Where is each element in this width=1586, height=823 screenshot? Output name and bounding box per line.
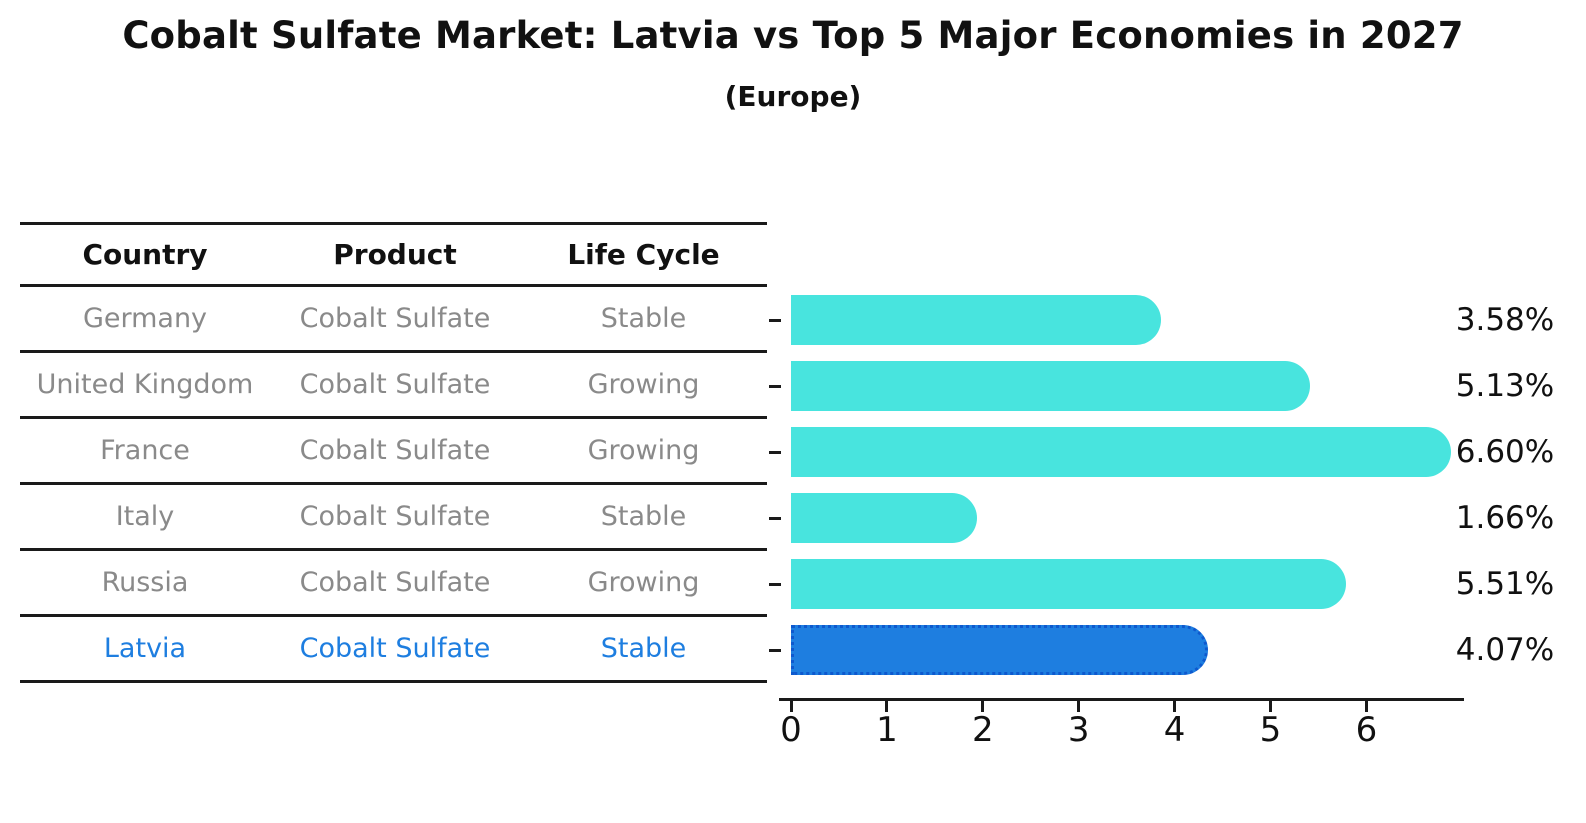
cell-product: Cobalt Sulfate [299,633,491,664]
cell-country: Russia [101,567,189,598]
y-axis-tick [769,516,781,520]
bar-germany [791,295,1161,345]
cell-life-cycle: Stable [600,501,687,532]
cell-country: Italy [115,501,175,532]
column-header-country: Country [82,238,208,271]
x-axis-tick-label: 6 [1355,710,1378,750]
x-axis-tick [1269,701,1272,712]
cell-product: Cobalt Sulfate [299,303,491,334]
x-axis-tick [981,701,985,712]
y-axis-tick [769,582,781,586]
x-axis-tick-label: 0 [780,710,802,750]
x-axis-tick [1077,701,1081,712]
bar-value-label-latvia: 4.07% [1455,632,1555,668]
x-axis-tick [885,701,889,712]
y-axis-tick [769,648,781,652]
table-row-france: France Cobalt Sulfate Growing [20,419,767,485]
bar-value-label-france: 6.60% [1455,434,1555,470]
bar-united-kingdom [791,361,1310,411]
y-axis-tick [769,318,781,322]
bar-value-label-russia: 5.51% [1455,566,1555,602]
cell-product: Cobalt Sulfate [299,435,491,466]
bar-value-label-italy: 1.66% [1455,500,1555,536]
x-axis-tick-label: 4 [1163,710,1186,750]
y-axis-tick [769,450,781,454]
x-axis-tick [789,701,793,712]
cell-product: Cobalt Sulfate [299,369,491,400]
x-axis-tick [1173,701,1177,712]
x-axis-line [779,698,1464,701]
x-axis-tick-label: 5 [1259,710,1282,750]
cell-product: Cobalt Sulfate [299,501,491,532]
bar-latvia [791,625,1208,675]
table-body: Germany Cobalt Sulfate Stable United Kin… [20,287,767,683]
table-row-united-kingdom: United Kingdom Cobalt Sulfate Growing [20,353,767,419]
y-axis-tick [769,384,781,388]
bar-value-label-united-kingdom: 5.13% [1455,368,1555,404]
x-axis-tick-label: 1 [876,710,898,750]
bar-value-label-germany: 3.58% [1455,302,1555,338]
chart-subtitle: (Europe) [724,80,862,113]
cell-life-cycle: Growing [587,435,700,466]
x-axis-tick [1364,701,1368,712]
x-axis-tick-label: 3 [1067,710,1090,750]
comparison-table: Country Product Life Cycle Germany Cobal… [20,222,767,683]
cell-life-cycle: Growing [587,567,700,598]
cell-life-cycle: Stable [600,633,687,664]
cell-country: Germany [82,303,208,334]
column-header-product: Product [333,238,457,271]
cell-country: United Kingdom [36,369,254,400]
table-row-latvia: Latvia Cobalt Sulfate Stable [20,617,767,683]
table-row-italy: Italy Cobalt Sulfate Stable [20,485,767,551]
x-axis-tick-label: 2 [971,710,994,750]
cell-country: Latvia [103,633,187,664]
bar-italy [791,493,977,543]
cell-life-cycle: Growing [587,369,700,400]
bar-russia [791,559,1346,609]
cell-life-cycle: Stable [600,303,687,334]
table-row-germany: Germany Cobalt Sulfate Stable [20,287,767,353]
table-header-row: Country Product Life Cycle [20,222,767,287]
table-row-russia: Russia Cobalt Sulfate Growing [20,551,767,617]
cell-country: France [100,435,190,466]
chart-title: Cobalt Sulfate Market: Latvia vs Top 5 M… [122,14,1464,57]
column-header-life-cycle: Life Cycle [567,238,720,271]
bar-france [791,427,1451,477]
cell-product: Cobalt Sulfate [299,567,491,598]
